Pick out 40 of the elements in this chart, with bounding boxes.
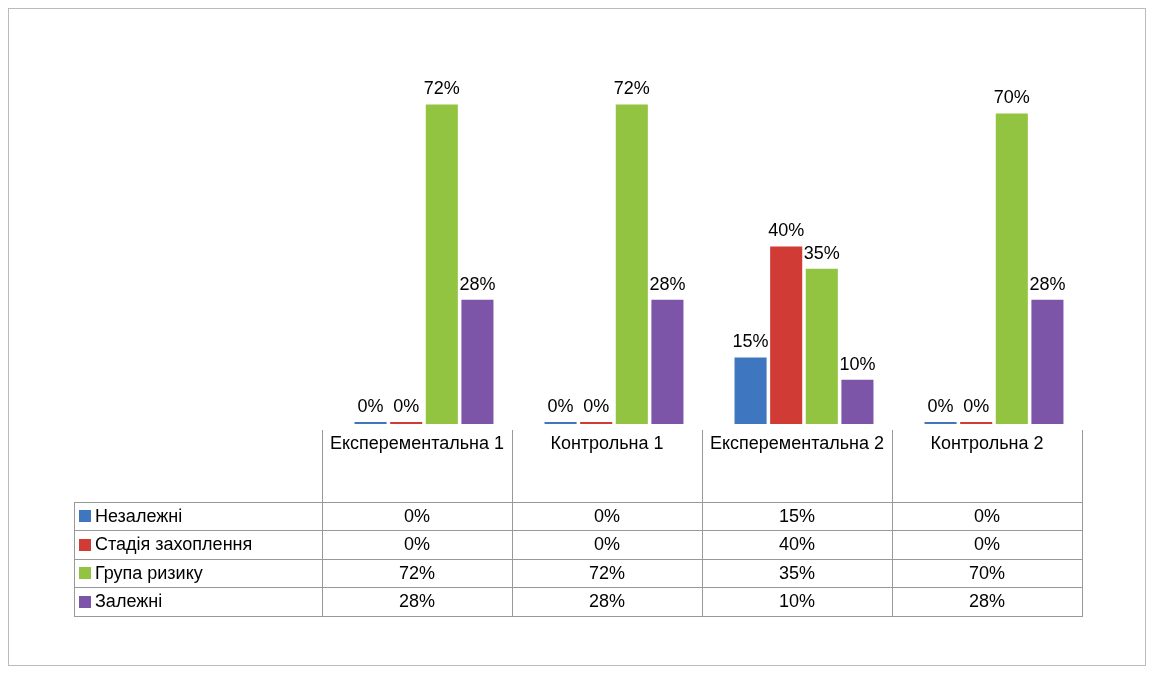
text: 28%: [649, 273, 686, 294]
text: 0%: [357, 395, 384, 416]
legend-label: Група ризику: [95, 562, 203, 584]
text: 72%: [423, 78, 460, 99]
text: 15%: [732, 331, 769, 352]
data-label: 0%: [892, 502, 1082, 531]
text: 70%: [993, 87, 1030, 108]
data-label: 72%: [322, 559, 512, 588]
x-tick-label: Контрольна 2: [892, 430, 1082, 502]
text: 0%: [927, 395, 954, 416]
text: 35%: [803, 242, 840, 263]
data-label: 0%: [322, 530, 512, 559]
data-label: 28%: [512, 587, 702, 616]
text: 40%: [768, 220, 805, 241]
text: 10%: [839, 353, 876, 374]
text: 0%: [583, 395, 610, 416]
data-label: 35%: [702, 559, 892, 588]
data-label: 28%: [892, 587, 1082, 616]
text: 72%: [613, 78, 650, 99]
text: 0%: [393, 395, 420, 416]
x-tick-label: Експерементальна 2: [702, 430, 892, 502]
data-label: 0%: [322, 502, 512, 531]
legend-label: Залежні: [95, 591, 163, 612]
x-tick-label: Експерементальна 1: [322, 430, 512, 502]
data-label: 10%: [702, 587, 892, 616]
text: 28%: [459, 273, 496, 294]
data-label: 40%: [702, 530, 892, 559]
data-label: 0%: [512, 502, 702, 531]
legend-label: Стадія захоплення: [95, 534, 253, 555]
data-label: 72%: [512, 559, 702, 588]
data-label: 0%: [512, 530, 702, 559]
x-tick-label: Контрольна 1: [512, 430, 702, 502]
text: 0%: [963, 395, 990, 416]
legend-label: Незалежні: [95, 505, 183, 527]
text: 0%: [547, 395, 574, 416]
data-label: 0%: [892, 530, 1082, 559]
data-label: 15%: [702, 502, 892, 531]
data-label: 70%: [892, 559, 1082, 588]
text: 28%: [1029, 273, 1066, 294]
data-label: 28%: [322, 587, 512, 616]
